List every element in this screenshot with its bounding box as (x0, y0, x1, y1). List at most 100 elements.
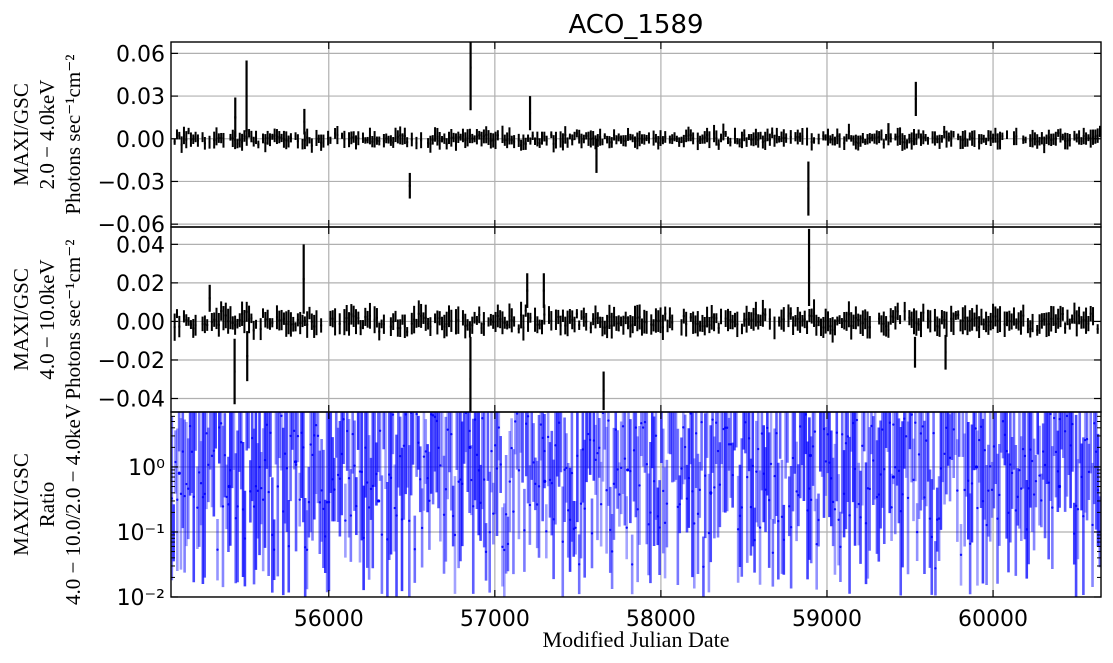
ratio-point (267, 490, 270, 494)
ratio-point (344, 519, 347, 522)
ratio-point (888, 421, 891, 424)
ratio-point (583, 507, 586, 510)
ratio-point (439, 464, 442, 467)
ratio-point (598, 446, 601, 450)
ratio-point (585, 406, 587, 408)
y-tick-label: −0.03 (98, 170, 165, 195)
y-tick-label: 0.02 (116, 272, 165, 297)
ratio-point (383, 373, 385, 375)
y-tick-label: 0.06 (116, 42, 165, 67)
ratio-point (625, 526, 628, 529)
ratio-point (395, 514, 398, 517)
y-tick-label: 0.00 (116, 128, 165, 153)
ratio-point (572, 527, 575, 531)
ratio-point (349, 514, 353, 517)
ratio-point (1074, 504, 1078, 508)
ratio-point (258, 465, 261, 469)
ratio-point (652, 480, 656, 483)
ratio-point (276, 485, 279, 488)
ratio-point (528, 503, 532, 507)
ratio-point (811, 445, 815, 448)
ratio-point (198, 471, 201, 474)
ratio-point (885, 375, 887, 377)
ratio-point (901, 493, 904, 496)
ratio-point (565, 466, 568, 470)
ratio-point (906, 496, 910, 500)
ratio-point (594, 458, 597, 462)
ratio-point (243, 537, 247, 540)
y-axis-label-line: 4.0 − 10.0/2.0 − 4.0keV (61, 404, 85, 605)
ratio-point (1013, 402, 1015, 404)
ratio-point (378, 429, 382, 432)
ratio-point (412, 374, 414, 376)
ratio-point (291, 400, 293, 402)
ratio-point (1068, 388, 1070, 390)
ratio-point (203, 492, 206, 496)
ratio-point (1046, 406, 1048, 408)
ratio-point (947, 385, 949, 387)
ratio-point (618, 493, 621, 496)
ratio-point (490, 449, 493, 453)
ratio-point (285, 467, 289, 470)
ratio-point (634, 426, 638, 429)
ratio-point (523, 529, 526, 532)
ratio-point (534, 482, 537, 486)
ratio-point (408, 519, 411, 523)
ratio-point (514, 420, 517, 423)
ratio-point (1082, 515, 1085, 518)
ratio-point (298, 498, 301, 501)
ratio-point (492, 512, 495, 515)
ratio-point (919, 432, 923, 435)
ratio-point (769, 462, 773, 466)
ratio-point (1005, 449, 1008, 453)
ratio-point (629, 469, 632, 473)
ratio-point (296, 434, 300, 438)
ratio-point (915, 530, 919, 534)
ratio-point (1016, 495, 1019, 499)
ratio-point (1000, 403, 1002, 405)
axes-frame (170, 41, 1102, 228)
ratio-point (1047, 481, 1050, 484)
ratio-point (671, 403, 673, 405)
ratio-point (744, 421, 747, 424)
ratio-point (1071, 422, 1074, 426)
ratio-point (269, 431, 272, 435)
ratio-point (801, 378, 803, 380)
x-tick-label: 60000 (958, 607, 1028, 632)
ratio-point (316, 434, 320, 438)
ratio-point (391, 413, 395, 416)
ratio-point (959, 553, 963, 557)
ratio-point (747, 437, 751, 440)
ratio-point (260, 486, 263, 490)
ratio-point (706, 382, 708, 384)
ratio-point (864, 522, 868, 525)
ratio-point (570, 471, 574, 475)
ratio-point (531, 388, 533, 390)
y-tick-label: 0.00 (116, 310, 165, 335)
ratio-point (819, 394, 821, 396)
axes-frame (170, 411, 1102, 598)
ratio-point (658, 526, 661, 529)
ratio-point (700, 420, 703, 424)
ratio-point (497, 426, 501, 429)
ratio-point (702, 565, 705, 568)
ratio-point (453, 533, 457, 537)
ratio-point (501, 545, 504, 549)
ratio-point (377, 390, 379, 392)
ratio-point (620, 466, 623, 470)
ratio-point (176, 498, 179, 501)
plot-area (171, 42, 1101, 227)
data-point (1057, 484, 1062, 489)
data-point (376, 499, 381, 503)
chart-title: ACO_1589 (568, 10, 703, 40)
ratio-point (789, 526, 793, 529)
plot-area (171, 366, 1101, 597)
x-tick-label: 56000 (294, 607, 364, 632)
ratio-point (694, 432, 698, 435)
ratio-point (1060, 366, 1062, 368)
data-point (626, 468, 630, 472)
ratio-point (662, 489, 665, 493)
ratio-point (794, 407, 796, 409)
ratio-point (219, 422, 223, 425)
ratio-point (556, 400, 558, 402)
